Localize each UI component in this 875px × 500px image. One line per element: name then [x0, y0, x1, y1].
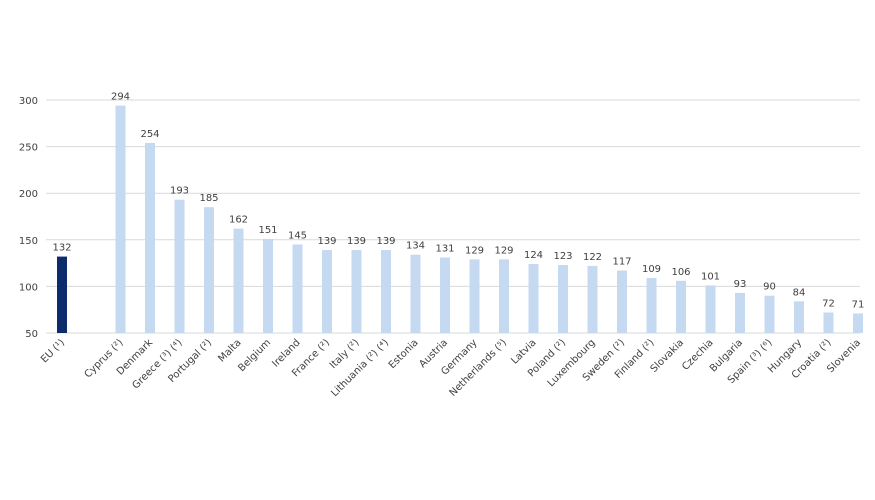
- bar: [145, 142, 155, 333]
- x-tick-label: Estonia: [387, 337, 421, 371]
- data-label: 93: [734, 279, 747, 290]
- data-label: 117: [612, 257, 631, 268]
- bar: [440, 257, 450, 333]
- y-tick-label: 250: [19, 143, 38, 154]
- data-label: 139: [347, 236, 366, 247]
- bar: [823, 312, 834, 333]
- data-label: 101: [701, 271, 720, 282]
- bar: [469, 259, 480, 333]
- bar: [853, 313, 863, 333]
- data-label: 145: [288, 230, 307, 241]
- bar: [174, 199, 185, 333]
- data-label: 132: [52, 243, 71, 254]
- bar: [794, 301, 804, 333]
- data-label: 131: [435, 244, 454, 255]
- bar: [705, 285, 716, 333]
- bar: [292, 244, 303, 333]
- bar: [381, 250, 391, 333]
- y-tick-label: 300: [19, 96, 38, 107]
- data-label: 294: [111, 92, 130, 103]
- data-label: 129: [494, 245, 513, 256]
- data-label: 134: [406, 241, 425, 252]
- bar: [676, 280, 686, 333]
- x-tick-label: Malta: [216, 337, 243, 364]
- data-label: 106: [671, 267, 690, 278]
- x-tick-label: Netherlands (⁵): [448, 337, 510, 399]
- x-tick-label: Lithuania (²) (⁴): [329, 337, 391, 399]
- x-tick-label: EU (¹): [39, 337, 67, 365]
- bar: [115, 105, 126, 333]
- data-label: 254: [140, 129, 159, 140]
- bar: [410, 254, 421, 333]
- bar: [764, 295, 775, 333]
- data-labels: 132 294 254 193 185 162 151 145 139 139 139 134 131 1…: [52, 92, 864, 311]
- data-label: 139: [317, 236, 336, 247]
- bar: [499, 259, 509, 333]
- data-label: 123: [553, 251, 572, 262]
- y-tick-label: 200: [19, 189, 38, 200]
- bar: [587, 265, 598, 333]
- bar: [233, 228, 244, 333]
- data-label: 162: [229, 215, 248, 226]
- bar: [646, 278, 657, 333]
- bar: [558, 264, 568, 333]
- data-label: 90: [763, 282, 776, 293]
- data-label: 129: [465, 245, 484, 256]
- bar: [735, 292, 745, 333]
- data-label: 193: [170, 186, 189, 197]
- data-label: 151: [258, 225, 277, 236]
- bars: [57, 105, 863, 333]
- y-tick-label: 50: [25, 329, 38, 340]
- data-label: 139: [376, 236, 395, 247]
- y-tick-label: 150: [19, 236, 38, 247]
- data-label: 122: [583, 252, 602, 263]
- bar: [322, 250, 332, 333]
- y-tick-label: 100: [19, 282, 38, 293]
- bar: [528, 264, 539, 333]
- data-label: 109: [642, 264, 661, 275]
- data-label: 71: [852, 299, 865, 310]
- data-label: 124: [524, 250, 543, 261]
- bar: [57, 256, 67, 333]
- x-tick-label: Belgium: [236, 337, 273, 374]
- bar: [617, 270, 627, 333]
- data-label: 72: [822, 298, 835, 309]
- bar: [351, 250, 362, 333]
- bar: [204, 207, 214, 333]
- data-label: 84: [793, 287, 806, 298]
- data-label: 185: [199, 193, 218, 204]
- bar: [263, 238, 273, 333]
- y-axis-ticks: 50 100 150 200 250 300: [19, 96, 38, 340]
